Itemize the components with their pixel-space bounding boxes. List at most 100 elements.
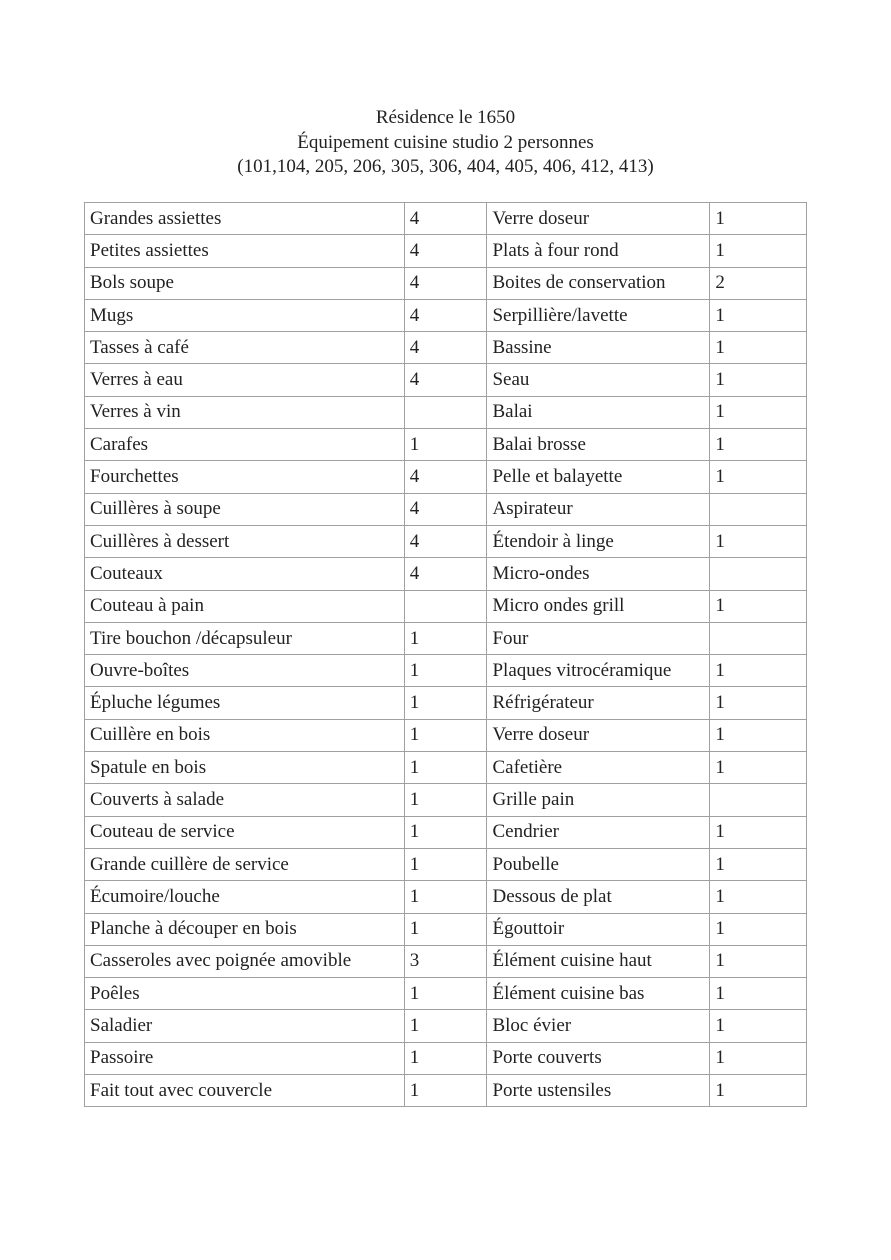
equipment-table: Grandes assiettes 4 Verre doseur 1 Petites a… [84,201,807,1108]
table-row: Saladier 1 Bloc évier 1 [84,1009,807,1043]
item-quantity-cell: 1 [709,686,807,720]
table-row: Verres à vin Balai 1 [84,395,807,430]
title-line-rooms: (101,104, 205, 206, 305, 306, 404, 405, … [237,156,654,177]
item-name-cell: Cendrier [486,815,711,849]
item-name-cell: Tire bouchon /décapsuleur [84,621,405,656]
item-name-cell: Cuillère en bois [84,718,405,753]
item-name-cell: Verres à vin [84,395,405,430]
item-name-cell: Porte ustensiles [486,1074,711,1108]
item-quantity-cell: 4 [403,201,488,236]
title-line-equipment: Équipement cuisine studio 2 personnes [297,131,594,153]
title-line-residence: Résidence le 1650 [375,107,516,128]
item-name-cell: Grandes assiettes [84,201,405,236]
item-name-cell: Fait tout avec couvercle [84,1074,405,1108]
item-quantity-cell: 1 [403,815,488,849]
item-name-cell: Étendoir à linge [486,524,711,559]
item-quantity-cell: 1 [709,880,807,914]
item-name-cell: Petites assiettes [84,234,405,268]
item-quantity-cell: 1 [403,880,488,914]
table-row: Planche à découper en bois 1 Égouttoir 1 [84,912,807,946]
item-quantity-cell [709,783,807,817]
table-row: Casseroles avec poignée amovible 3 Élément… [84,944,807,979]
item-quantity-cell: 1 [709,977,807,1011]
item-quantity-cell: 1 [403,977,488,1011]
item-quantity-cell: 2 [709,266,807,300]
item-name-cell: Balai brosse [486,428,711,462]
item-quantity-cell: 4 [403,492,488,526]
table-row: Petites assiettes 4 Plats à four rond 1 [84,234,807,268]
item-quantity-cell: 1 [709,751,807,785]
table-row: Couverts à salade 1 Grille pain [84,783,807,817]
item-name-cell: Micro ondes grill [486,589,711,623]
item-quantity-cell: 1 [709,298,807,333]
item-name-cell: Bols soupe [84,266,405,300]
item-quantity-cell: 4 [403,363,488,397]
item-quantity-cell: 1 [709,460,807,494]
item-name-cell: Planche à découper en bois [84,912,405,946]
item-name-cell: Boites de conservation [486,266,711,300]
item-quantity-cell: 1 [709,718,807,753]
item-name-cell: Dessous de plat [486,880,711,914]
item-quantity-cell: 1 [403,718,488,753]
item-name-cell: Cafetière [486,751,711,785]
item-quantity-cell: 1 [403,751,488,785]
table-row: Écumoire/louche 1 Dessous de plat 1 [84,880,807,914]
item-quantity-cell: 4 [403,298,488,333]
table-row: Fait tout avec couvercle 1 Porte ustensile… [84,1074,807,1108]
table-row: Épluche légumes 1 Réfrigérateur 1 [84,686,807,720]
item-quantity-cell [403,395,488,430]
item-quantity-cell: 1 [709,815,807,849]
item-quantity-cell: 1 [403,686,488,720]
item-quantity-cell: 1 [709,524,807,559]
item-quantity-cell: 1 [403,847,488,882]
item-name-cell: Couteau de service [84,815,405,849]
equipment-table-body: Grandes assiettes 4 Verre doseur 1 Petites a… [84,201,807,1108]
table-row: Cuillères à dessert 4 Étendoir à linge 1 [84,524,807,559]
document-title: Résidence le 1650 Équipement cuisine stu… [0,106,891,180]
item-quantity-cell: 1 [403,621,488,656]
item-quantity-cell: 1 [403,428,488,462]
item-name-cell: Épluche légumes [84,686,405,720]
item-name-cell: Élément cuisine bas [486,977,711,1011]
table-row: Ouvre-boîtes 1 Plaques vitrocéramique 1 [84,654,807,688]
item-name-cell: Passoire [84,1041,405,1076]
item-name-cell: Plaques vitrocéramique [486,654,711,688]
item-name-cell: Casseroles avec poignée amovible [84,944,405,979]
item-quantity-cell: 4 [403,460,488,494]
item-quantity-cell: 1 [709,1041,807,1076]
item-name-cell: Carafes [84,428,405,462]
table-row: Grandes assiettes 4 Verre doseur 1 [84,201,807,236]
item-quantity-cell: 1 [403,1074,488,1108]
item-name-cell: Couteaux [84,557,405,591]
item-quantity-cell: 1 [709,1074,807,1108]
item-quantity-cell: 1 [709,234,807,268]
item-name-cell: Mugs [84,298,405,333]
item-name-cell: Verres à eau [84,363,405,397]
item-name-cell: Poubelle [486,847,711,882]
table-row: Poêles 1 Élément cuisine bas 1 [84,977,807,1011]
item-quantity-cell [709,557,807,591]
table-row: Bols soupe 4 Boites de conservation 2 [84,266,807,300]
table-row: Passoire 1 Porte couverts 1 [84,1041,807,1076]
item-quantity-cell: 1 [709,944,807,979]
item-quantity-cell: 1 [709,201,807,236]
item-name-cell: Écumoire/louche [84,880,405,914]
item-quantity-cell [403,589,488,623]
item-name-cell: Cuillères à soupe [84,492,405,526]
item-quantity-cell: 1 [709,1009,807,1043]
item-name-cell: Tasses à café [84,331,405,365]
item-quantity-cell: 1 [403,1041,488,1076]
table-row: Cuillères à soupe 4 Aspirateur [84,492,807,526]
item-name-cell: Balai [486,395,711,430]
table-row: Grande cuillère de service 1 Poubelle 1 [84,847,807,882]
table-row: Couteau à pain Micro ondes grill 1 [84,589,807,623]
item-name-cell: Aspirateur [486,492,711,526]
item-quantity-cell: 1 [709,589,807,623]
item-quantity-cell [709,621,807,656]
item-name-cell: Grande cuillère de service [84,847,405,882]
table-row: Tasses à café 4 Bassine 1 [84,331,807,365]
table-row: Couteau de service 1 Cendrier 1 [84,815,807,849]
item-quantity-cell: 3 [403,944,488,979]
item-name-cell: Poêles [84,977,405,1011]
item-name-cell: Bloc évier [486,1009,711,1043]
